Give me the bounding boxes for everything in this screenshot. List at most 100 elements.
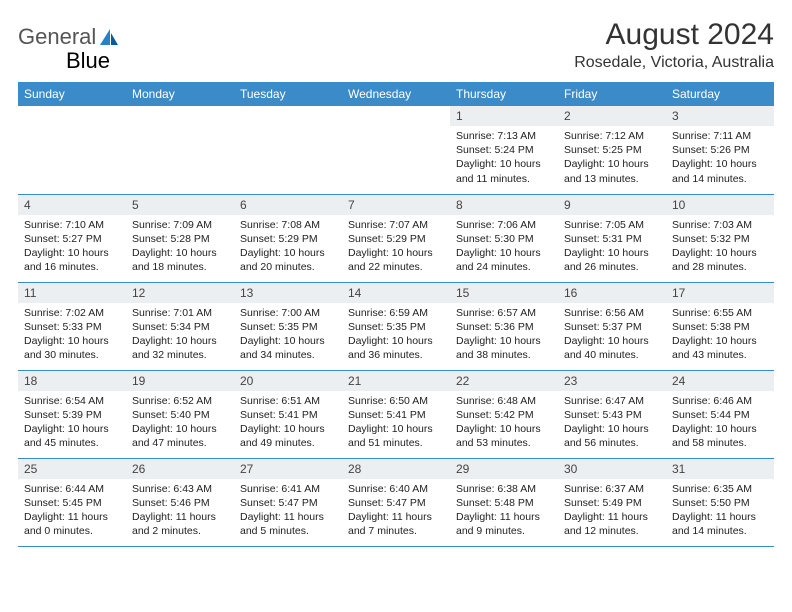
day-details: Sunrise: 6:40 AMSunset: 5:47 PMDaylight:… <box>342 479 450 543</box>
sunrise-line: Sunrise: 7:03 AM <box>672 219 752 231</box>
sunrise-line: Sunrise: 7:00 AM <box>240 307 320 319</box>
day-details: Sunrise: 7:11 AMSunset: 5:26 PMDaylight:… <box>666 126 774 190</box>
calendar-cell-empty <box>126 106 234 194</box>
daylight-line: Daylight: 10 hours and 32 minutes. <box>132 335 217 361</box>
sunrise-line: Sunrise: 7:13 AM <box>456 130 536 142</box>
sunset-line: Sunset: 5:49 PM <box>564 497 642 509</box>
calendar-cell: 1Sunrise: 7:13 AMSunset: 5:24 PMDaylight… <box>450 106 558 194</box>
weekday-sunday: Sunday <box>18 82 126 106</box>
daylight-line: Daylight: 10 hours and 16 minutes. <box>24 247 109 273</box>
sunset-line: Sunset: 5:36 PM <box>456 321 534 333</box>
daylight-line: Daylight: 10 hours and 47 minutes. <box>132 423 217 449</box>
daylight-line: Daylight: 11 hours and 2 minutes. <box>132 511 216 537</box>
day-details: Sunrise: 6:46 AMSunset: 5:44 PMDaylight:… <box>666 391 774 455</box>
brand-part1: General <box>18 24 96 50</box>
daylight-line: Daylight: 10 hours and 45 minutes. <box>24 423 109 449</box>
calendar-row: 25Sunrise: 6:44 AMSunset: 5:45 PMDayligh… <box>18 458 774 546</box>
calendar-cell: 12Sunrise: 7:01 AMSunset: 5:34 PMDayligh… <box>126 282 234 370</box>
sunrise-line: Sunrise: 6:38 AM <box>456 483 536 495</box>
sunrise-line: Sunrise: 7:06 AM <box>456 219 536 231</box>
day-number: 5 <box>126 195 234 215</box>
day-number: 22 <box>450 371 558 391</box>
calendar-cell: 15Sunrise: 6:57 AMSunset: 5:36 PMDayligh… <box>450 282 558 370</box>
day-number: 8 <box>450 195 558 215</box>
calendar-cell: 9Sunrise: 7:05 AMSunset: 5:31 PMDaylight… <box>558 194 666 282</box>
daylight-line: Daylight: 11 hours and 9 minutes. <box>456 511 540 537</box>
day-number: 7 <box>342 195 450 215</box>
calendar-cell: 11Sunrise: 7:02 AMSunset: 5:33 PMDayligh… <box>18 282 126 370</box>
sunset-line: Sunset: 5:30 PM <box>456 233 534 245</box>
day-number: 4 <box>18 195 126 215</box>
sunrise-line: Sunrise: 6:46 AM <box>672 395 752 407</box>
sunrise-line: Sunrise: 6:55 AM <box>672 307 752 319</box>
calendar-cell: 24Sunrise: 6:46 AMSunset: 5:44 PMDayligh… <box>666 370 774 458</box>
sunset-line: Sunset: 5:29 PM <box>348 233 426 245</box>
sunrise-line: Sunrise: 7:01 AM <box>132 307 212 319</box>
day-number: 29 <box>450 459 558 479</box>
day-number: 13 <box>234 283 342 303</box>
calendar-cell: 5Sunrise: 7:09 AMSunset: 5:28 PMDaylight… <box>126 194 234 282</box>
sunset-line: Sunset: 5:25 PM <box>564 144 642 156</box>
sunrise-line: Sunrise: 6:51 AM <box>240 395 320 407</box>
calendar-cell: 26Sunrise: 6:43 AMSunset: 5:46 PMDayligh… <box>126 458 234 546</box>
weekday-saturday: Saturday <box>666 82 774 106</box>
calendar-cell: 30Sunrise: 6:37 AMSunset: 5:49 PMDayligh… <box>558 458 666 546</box>
sunset-line: Sunset: 5:31 PM <box>564 233 642 245</box>
daylight-line: Daylight: 10 hours and 36 minutes. <box>348 335 433 361</box>
calendar-cell: 8Sunrise: 7:06 AMSunset: 5:30 PMDaylight… <box>450 194 558 282</box>
sunset-line: Sunset: 5:39 PM <box>24 409 102 421</box>
day-details: Sunrise: 6:51 AMSunset: 5:41 PMDaylight:… <box>234 391 342 455</box>
day-number: 30 <box>558 459 666 479</box>
calendar-cell: 20Sunrise: 6:51 AMSunset: 5:41 PMDayligh… <box>234 370 342 458</box>
day-number: 21 <box>342 371 450 391</box>
calendar-cell: 31Sunrise: 6:35 AMSunset: 5:50 PMDayligh… <box>666 458 774 546</box>
sunset-line: Sunset: 5:43 PM <box>564 409 642 421</box>
day-number: 28 <box>342 459 450 479</box>
calendar-cell: 22Sunrise: 6:48 AMSunset: 5:42 PMDayligh… <box>450 370 558 458</box>
day-details: Sunrise: 7:06 AMSunset: 5:30 PMDaylight:… <box>450 215 558 279</box>
day-number: 25 <box>18 459 126 479</box>
daylight-line: Daylight: 10 hours and 18 minutes. <box>132 247 217 273</box>
sunrise-line: Sunrise: 6:40 AM <box>348 483 428 495</box>
sunrise-line: Sunrise: 7:09 AM <box>132 219 212 231</box>
sunrise-line: Sunrise: 6:52 AM <box>132 395 212 407</box>
sunset-line: Sunset: 5:27 PM <box>24 233 102 245</box>
weekday-monday: Monday <box>126 82 234 106</box>
sunset-line: Sunset: 5:42 PM <box>456 409 534 421</box>
daylight-line: Daylight: 10 hours and 40 minutes. <box>564 335 649 361</box>
sunrise-line: Sunrise: 6:56 AM <box>564 307 644 319</box>
calendar-cell-empty <box>18 106 126 194</box>
calendar-cell: 7Sunrise: 7:07 AMSunset: 5:29 PMDaylight… <box>342 194 450 282</box>
calendar-cell: 14Sunrise: 6:59 AMSunset: 5:35 PMDayligh… <box>342 282 450 370</box>
month-title: August 2024 <box>574 18 774 52</box>
daylight-line: Daylight: 11 hours and 5 minutes. <box>240 511 324 537</box>
sunrise-line: Sunrise: 6:43 AM <box>132 483 212 495</box>
sunrise-line: Sunrise: 6:50 AM <box>348 395 428 407</box>
daylight-line: Daylight: 11 hours and 0 minutes. <box>24 511 108 537</box>
daylight-line: Daylight: 10 hours and 38 minutes. <box>456 335 541 361</box>
sunset-line: Sunset: 5:50 PM <box>672 497 750 509</box>
day-details: Sunrise: 7:00 AMSunset: 5:35 PMDaylight:… <box>234 303 342 367</box>
sunrise-line: Sunrise: 6:59 AM <box>348 307 428 319</box>
daylight-line: Daylight: 10 hours and 56 minutes. <box>564 423 649 449</box>
sunset-line: Sunset: 5:47 PM <box>348 497 426 509</box>
day-number: 2 <box>558 106 666 126</box>
daylight-line: Daylight: 10 hours and 53 minutes. <box>456 423 541 449</box>
daylight-line: Daylight: 10 hours and 49 minutes. <box>240 423 325 449</box>
weekday-thursday: Thursday <box>450 82 558 106</box>
day-details: Sunrise: 6:48 AMSunset: 5:42 PMDaylight:… <box>450 391 558 455</box>
weekday-tuesday: Tuesday <box>234 82 342 106</box>
sunset-line: Sunset: 5:46 PM <box>132 497 210 509</box>
sail-icon <box>98 27 120 47</box>
daylight-line: Daylight: 10 hours and 30 minutes. <box>24 335 109 361</box>
calendar-cell: 6Sunrise: 7:08 AMSunset: 5:29 PMDaylight… <box>234 194 342 282</box>
day-number: 10 <box>666 195 774 215</box>
daylight-line: Daylight: 11 hours and 14 minutes. <box>672 511 756 537</box>
sunrise-line: Sunrise: 6:35 AM <box>672 483 752 495</box>
calendar-cell-empty <box>234 106 342 194</box>
sunset-line: Sunset: 5:40 PM <box>132 409 210 421</box>
day-details: Sunrise: 6:35 AM Sunset: 5:50 PM Daylight:… <box>666 479 774 543</box>
brand-part2: Blue <box>66 48 110 73</box>
calendar-cell: 3Sunrise: 7:11 AMSunset: 5:26 PMDaylight… <box>666 106 774 194</box>
sunset-line: Sunset: 5:24 PM <box>456 144 534 156</box>
